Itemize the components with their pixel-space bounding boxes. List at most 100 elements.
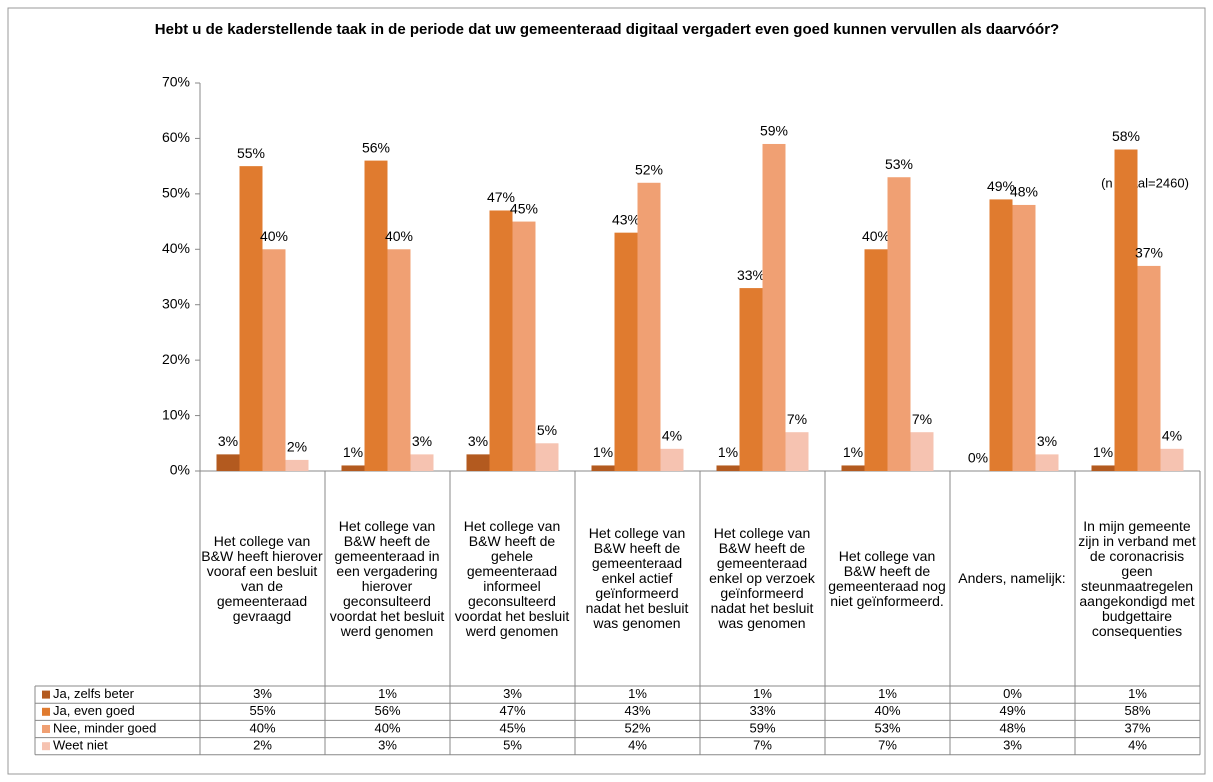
data-label: 59% <box>760 123 788 139</box>
table-cell: 37% <box>1124 720 1150 735</box>
bar <box>216 454 240 471</box>
data-label: 47% <box>487 189 515 205</box>
table-cell: 1% <box>378 686 397 701</box>
bar <box>841 465 865 471</box>
table-cell: 3% <box>378 738 397 753</box>
data-label: 4% <box>1162 428 1182 444</box>
data-label: 4% <box>662 428 682 444</box>
bar <box>410 454 434 471</box>
legend-label: Weet niet <box>53 738 108 753</box>
x-tick-label: Het college van B&W heeft de gemeenteraa… <box>329 517 445 639</box>
data-label: 7% <box>787 411 807 427</box>
table-cell: 43% <box>624 703 650 718</box>
bar <box>591 465 615 471</box>
legend-swatch <box>42 690 50 699</box>
bar <box>512 221 536 471</box>
legend-swatch <box>42 725 50 733</box>
bar <box>910 432 934 471</box>
table-cell: 4% <box>628 738 647 753</box>
table-cell: 55% <box>249 703 275 718</box>
table-cell: 53% <box>874 720 900 735</box>
category-box: Anders, namelijk: <box>958 571 1065 586</box>
bar <box>1012 204 1036 471</box>
bar <box>1035 454 1059 471</box>
table-cell: 7% <box>753 738 772 753</box>
table-cell: 7% <box>878 738 897 753</box>
legend-label: Ja, zelfs beter <box>53 686 135 701</box>
bar <box>466 454 490 471</box>
data-label: 53% <box>885 156 913 172</box>
category-box: Het college van B&W heeft hierover voora… <box>201 532 323 624</box>
table-cell: 47% <box>499 703 525 718</box>
data-label: 3% <box>468 433 488 449</box>
table-cell: 2% <box>253 738 272 753</box>
bar <box>887 177 911 471</box>
data-label: 1% <box>593 444 613 460</box>
x-tick-label: Het college van B&W heeft hierover voora… <box>201 532 323 624</box>
table-cell: 0% <box>1003 686 1022 701</box>
table-cell: 1% <box>878 686 897 701</box>
x-tick-label: Het college van B&W heeft de gemeenteraa… <box>585 525 689 631</box>
y-tick-label: 30% <box>162 295 190 311</box>
bar <box>1137 265 1161 471</box>
data-label: 37% <box>1135 245 1163 261</box>
bar <box>1114 149 1138 471</box>
data-label: 55% <box>237 145 265 161</box>
bar <box>660 448 684 471</box>
x-tick-label: In mijn gemeente zijn in verband met de … <box>1078 517 1196 639</box>
data-label: 48% <box>1010 184 1038 200</box>
table-cell: 40% <box>374 720 400 735</box>
annotation: (n totaal=2460) <box>1101 175 1189 190</box>
table-cell: 1% <box>753 686 772 701</box>
data-label: 45% <box>510 200 538 216</box>
data-label: 40% <box>260 228 288 244</box>
data-label: 1% <box>343 444 363 460</box>
data-label: 52% <box>635 161 663 177</box>
y-tick-label: 70% <box>162 74 190 90</box>
data-label: 1% <box>843 444 863 460</box>
bar <box>716 465 740 471</box>
bar <box>489 210 513 471</box>
x-tick-label: Het college van B&W heeft de gehele geme… <box>454 517 570 639</box>
legend-label: Nee, minder goed <box>53 720 156 735</box>
bar <box>864 249 888 471</box>
table-cell: 48% <box>999 720 1025 735</box>
x-tick-label: Het college van B&W heeft de gemeenteraa… <box>828 547 946 609</box>
table-cell: 49% <box>999 703 1025 718</box>
data-label: 3% <box>218 433 238 449</box>
table-cell: 4% <box>1128 738 1147 753</box>
data-label: 3% <box>412 433 432 449</box>
bar <box>989 199 1013 471</box>
data-label: 1% <box>718 444 738 460</box>
bar <box>637 182 661 471</box>
table-cell: 3% <box>253 686 272 701</box>
data-label: 40% <box>862 228 890 244</box>
data-label: 5% <box>537 422 557 438</box>
title-box: Hebt u de kaderstellende taak in de peri… <box>155 22 1059 37</box>
table-cell: 58% <box>1124 703 1150 718</box>
bar <box>1091 465 1115 471</box>
bar <box>785 432 809 471</box>
table-cell: 45% <box>499 720 525 735</box>
y-tick-label: 20% <box>162 351 190 367</box>
legend-swatch <box>42 707 50 716</box>
bar <box>387 249 411 471</box>
bar <box>285 459 309 471</box>
table-cell: 59% <box>749 720 775 735</box>
bar <box>1160 448 1184 471</box>
table-cell: 5% <box>503 738 522 753</box>
data-label: 1% <box>1093 444 1113 460</box>
bar <box>341 465 365 471</box>
data-label: 56% <box>362 139 390 155</box>
chart-border <box>7 7 1206 775</box>
table-cell: 56% <box>374 703 400 718</box>
table-cell: 40% <box>249 720 275 735</box>
bar <box>535 443 559 471</box>
y-tick-label: 10% <box>162 406 190 422</box>
x-tick-label: Het college van B&W heeft de gemeenteraa… <box>709 525 815 631</box>
table-cell: 1% <box>628 686 647 701</box>
data-label: 3% <box>1037 433 1057 449</box>
y-tick-label: 40% <box>162 240 190 256</box>
data-label: 0% <box>968 450 988 466</box>
